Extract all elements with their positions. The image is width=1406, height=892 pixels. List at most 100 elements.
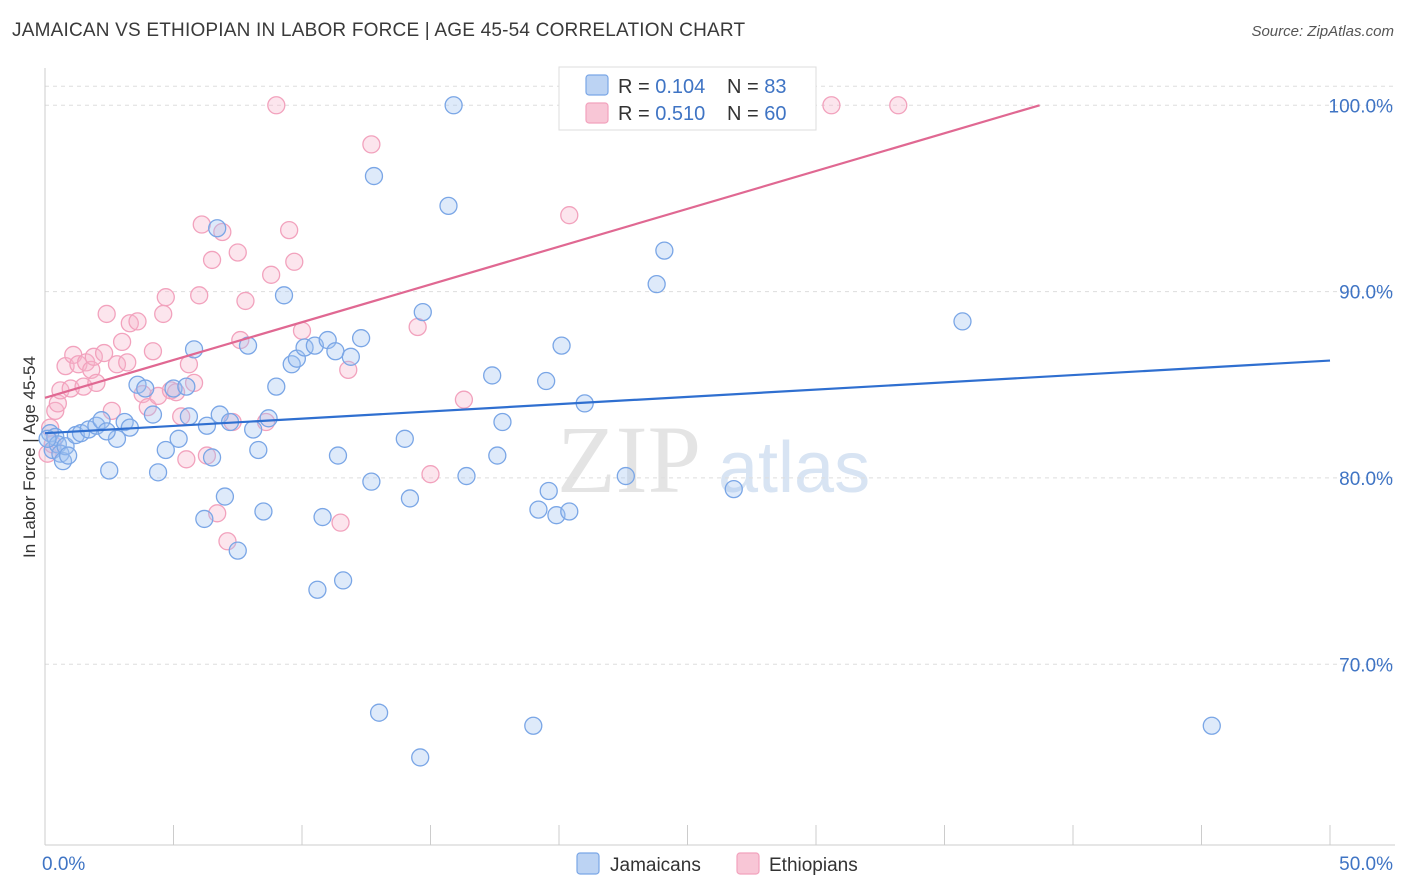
ethiopian-point <box>285 252 304 271</box>
bottom-legend-swatch-ethiopians <box>736 852 760 875</box>
ethiopian-point <box>192 215 211 234</box>
jamaican-point <box>100 461 119 480</box>
jamaican-point <box>169 429 188 448</box>
jamaican-point <box>326 342 345 361</box>
svg-text:R = 0.510: R = 0.510 <box>618 103 705 125</box>
legend-swatch-jamaicans <box>585 74 609 96</box>
legend-box: R = 0.104 N = 83 R = 0.510 N = 60 <box>558 66 817 131</box>
ethiopian-point <box>190 286 209 305</box>
legend-n-label-1: N = <box>727 76 764 98</box>
ethiopian-point <box>267 96 286 115</box>
jamaican-point <box>1202 716 1221 735</box>
jamaican-point <box>274 286 294 305</box>
jamaican-point <box>267 377 286 396</box>
jamaican-point <box>444 96 463 115</box>
jamaican-point <box>313 507 332 527</box>
x-tick-label-min: 0.0% <box>42 854 85 875</box>
bottom-legend: Jamaicans Ethiopians <box>576 852 858 876</box>
jamaican-point <box>148 463 168 482</box>
ethiopian-trend-line <box>44 104 1040 399</box>
jamaican-point <box>156 440 175 460</box>
ethiopian-point <box>143 342 163 361</box>
svg-text:R = 0.104: R = 0.104 <box>618 76 705 98</box>
jamaican-point <box>439 196 458 216</box>
ethiopian-point <box>331 513 350 532</box>
jamaican-point <box>333 571 353 590</box>
jamaican-point <box>202 448 222 467</box>
jamaican-point <box>351 329 371 348</box>
y-tick-labels: 70.0% 80.0% 90.0% 100.0% <box>1329 96 1394 676</box>
ethiopian-point <box>177 450 196 469</box>
jamaican-point <box>539 481 558 501</box>
jamaican-point <box>369 703 389 722</box>
jamaican-point <box>92 411 111 430</box>
jamaican-point <box>215 487 235 506</box>
jamaican-point <box>244 420 263 439</box>
ethiopian-point <box>128 312 147 331</box>
watermark-zip: ZIP <box>557 406 701 513</box>
bottom-legend-label-jamaicans: Jamaicans <box>610 855 701 876</box>
jamaican-point <box>136 379 155 398</box>
ethiopian-point <box>889 96 908 115</box>
jamaican-point <box>362 472 381 491</box>
ethiopian-point <box>454 390 474 409</box>
legend-r-label-1: R = <box>618 76 655 98</box>
y-tick-label-100: 100.0% <box>1329 96 1394 117</box>
jamaican-point <box>524 716 543 735</box>
jamaican-point <box>493 412 512 432</box>
ethiopian-point <box>362 135 381 154</box>
ethiopian-point <box>154 304 173 324</box>
jamaican-point <box>97 422 116 441</box>
jamaican-point <box>328 446 348 465</box>
jamaican-point <box>364 166 384 186</box>
jamaican-point <box>552 336 571 355</box>
jamaican-point <box>143 405 163 424</box>
svg-text:N = 60: N = 60 <box>727 103 787 125</box>
jamaican-point <box>228 541 247 560</box>
jamaican-point <box>58 446 78 465</box>
jamaican-point <box>400 489 420 508</box>
jamaican-point <box>560 502 579 521</box>
legend-n-value-1: 83 <box>764 76 786 98</box>
jamaican-point <box>411 748 430 767</box>
y-tick-label-70: 70.0% <box>1339 655 1393 676</box>
jamaican-point <box>655 241 674 260</box>
jamaican-trend-line <box>44 359 1331 435</box>
ethiopian-point <box>94 343 114 363</box>
jamaican-point <box>413 302 432 322</box>
jamaican-point <box>195 509 214 529</box>
ethiopian-point <box>118 353 137 372</box>
jamaican-point <box>107 429 127 448</box>
jamaican-point <box>537 371 556 391</box>
chart-source: Source: ZipAtlas.com <box>1251 23 1394 40</box>
ethiopian-point <box>228 243 247 262</box>
ethiopian-point <box>112 332 132 352</box>
jamaican-point <box>249 440 268 460</box>
legend-n-value-2: 60 <box>764 103 786 125</box>
jamaican-point <box>457 466 476 486</box>
jamaican-point <box>53 452 73 471</box>
axes <box>44 68 1395 846</box>
ethiopian-point <box>262 265 281 284</box>
jamaican-point <box>254 502 273 521</box>
ethiopian-point <box>236 291 255 311</box>
watermark: ZIP atlas <box>557 406 870 513</box>
trend-lines <box>44 104 1331 435</box>
jamaican-point <box>483 366 502 385</box>
jamaican-point <box>282 355 301 374</box>
jamaican-point <box>177 377 196 396</box>
jamaican-point <box>38 429 57 448</box>
legend-r-value-2: 0.510 <box>655 103 705 125</box>
ethiopian-point <box>421 465 440 484</box>
jamaican-point <box>529 500 548 519</box>
ethiopian-point <box>97 304 116 324</box>
legend-swatch-ethiopians <box>585 102 609 124</box>
ethiopian-point <box>202 250 222 270</box>
jamaican-point <box>395 429 414 448</box>
ethiopian-point <box>84 347 103 366</box>
gridlines <box>45 85 1395 665</box>
bottom-legend-label-ethiopians: Ethiopians <box>769 855 858 876</box>
legend-n-label-2: N = <box>727 103 764 125</box>
ethiopian-point <box>560 206 579 225</box>
